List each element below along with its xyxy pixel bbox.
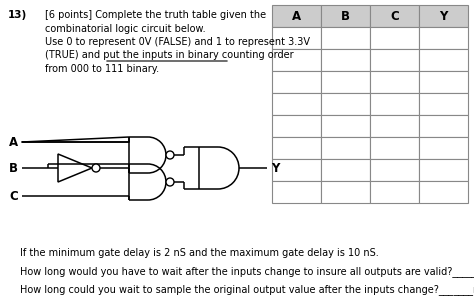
Bar bbox=[419, 159, 468, 181]
Bar bbox=[419, 93, 468, 115]
Bar bbox=[419, 5, 468, 27]
Bar bbox=[370, 5, 419, 27]
Bar bbox=[419, 71, 468, 93]
Text: Use 0 to represent 0V (FALSE) and 1 to represent 3.3V: Use 0 to represent 0V (FALSE) and 1 to r… bbox=[45, 37, 310, 47]
Text: Y: Y bbox=[271, 161, 279, 174]
Text: If the minimum gate delay is 2 nS and the maximum gate delay is 10 nS.: If the minimum gate delay is 2 nS and th… bbox=[20, 248, 379, 258]
Text: 13): 13) bbox=[8, 10, 27, 20]
Bar bbox=[370, 93, 419, 115]
Bar bbox=[272, 27, 321, 49]
Bar bbox=[321, 27, 370, 49]
Bar bbox=[321, 181, 370, 203]
Bar bbox=[272, 49, 321, 71]
Text: C: C bbox=[390, 9, 399, 22]
Text: A: A bbox=[9, 136, 18, 148]
Bar bbox=[370, 27, 419, 49]
Text: B: B bbox=[9, 161, 18, 174]
Text: How long would you have to wait after the inputs change to insure all outputs ar: How long would you have to wait after th… bbox=[20, 266, 474, 277]
Bar bbox=[419, 49, 468, 71]
Bar bbox=[419, 27, 468, 49]
Bar bbox=[272, 115, 321, 137]
Bar bbox=[272, 159, 321, 181]
Bar bbox=[272, 137, 321, 159]
Bar bbox=[419, 115, 468, 137]
Bar bbox=[321, 71, 370, 93]
Circle shape bbox=[166, 151, 174, 159]
Bar bbox=[272, 71, 321, 93]
Bar bbox=[370, 159, 419, 181]
Bar bbox=[272, 93, 321, 115]
Text: How long could you wait to sample the original output value after the inputs cha: How long could you wait to sample the or… bbox=[20, 284, 474, 295]
Circle shape bbox=[92, 164, 100, 172]
Bar bbox=[370, 49, 419, 71]
Bar bbox=[370, 137, 419, 159]
Bar bbox=[321, 115, 370, 137]
Text: C: C bbox=[9, 189, 18, 202]
Text: A: A bbox=[292, 9, 301, 22]
Bar bbox=[321, 5, 370, 27]
Bar bbox=[370, 71, 419, 93]
Bar bbox=[419, 137, 468, 159]
Bar bbox=[272, 181, 321, 203]
Text: Y: Y bbox=[439, 9, 447, 22]
Bar bbox=[321, 49, 370, 71]
Bar bbox=[272, 5, 321, 27]
Text: from 000 to 111 binary.: from 000 to 111 binary. bbox=[45, 64, 159, 74]
Bar bbox=[321, 93, 370, 115]
Text: [6 points] Complete the truth table given the: [6 points] Complete the truth table give… bbox=[45, 10, 266, 20]
Bar bbox=[419, 181, 468, 203]
Bar bbox=[370, 181, 419, 203]
Bar bbox=[321, 137, 370, 159]
Circle shape bbox=[166, 178, 174, 186]
Text: combinatorial logic circuit below.: combinatorial logic circuit below. bbox=[45, 23, 206, 33]
Bar bbox=[321, 159, 370, 181]
Text: B: B bbox=[341, 9, 350, 22]
Text: (TRUE) and put the inputs in binary counting order: (TRUE) and put the inputs in binary coun… bbox=[45, 50, 293, 60]
Bar bbox=[370, 115, 419, 137]
